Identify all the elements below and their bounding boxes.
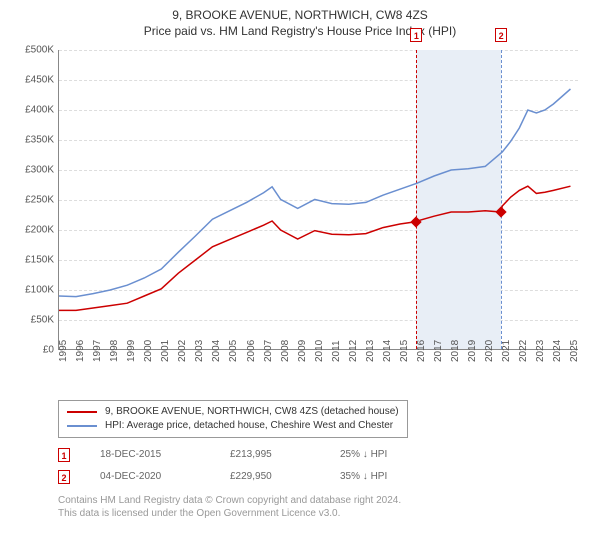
sale-marker-1: 1: [410, 28, 422, 42]
y-axis-label: £100K: [12, 285, 54, 296]
y-axis-label: £150K: [12, 255, 54, 266]
footer-line-2: This data is licensed under the Open Gov…: [58, 507, 588, 520]
sales-table: 118-DEC-2015£213,99525% ↓ HPI204-DEC-202…: [58, 444, 588, 488]
y-axis-label: £0: [12, 345, 54, 356]
y-axis-label: £50K: [12, 315, 54, 326]
legend: 9, BROOKE AVENUE, NORTHWICH, CW8 4ZS (de…: [58, 400, 408, 438]
y-axis-label: £350K: [12, 135, 54, 146]
legend-item: HPI: Average price, detached house, Ches…: [67, 419, 399, 433]
footer-line-1: Contains HM Land Registry data © Crown c…: [58, 494, 588, 507]
sale-row: 118-DEC-2015£213,99525% ↓ HPI: [58, 444, 588, 466]
sale-row: 204-DEC-2020£229,95035% ↓ HPI: [58, 466, 588, 488]
y-axis-label: £450K: [12, 75, 54, 86]
y-axis-label: £250K: [12, 195, 54, 206]
sale-marker-2: 2: [495, 28, 507, 42]
legend-item: 9, BROOKE AVENUE, NORTHWICH, CW8 4ZS (de…: [67, 405, 399, 419]
plot-region: 12: [58, 50, 578, 350]
y-axis-label: £300K: [12, 165, 54, 176]
chart-area: £0 £50K £100K £150K £200K £250K £300K £350K £400…: [12, 46, 588, 396]
y-axis-label: £400K: [12, 105, 54, 116]
x-axis-label: 2025: [569, 340, 600, 362]
chart-container: 9, BROOKE AVENUE, NORTHWICH, CW8 4ZS Pri…: [0, 0, 600, 528]
y-axis-label: £500K: [12, 45, 54, 56]
line-chart-svg: [59, 50, 578, 349]
footer-attribution: Contains HM Land Registry data © Crown c…: [58, 494, 588, 520]
y-axis-label: £200K: [12, 225, 54, 236]
chart-title: 9, BROOKE AVENUE, NORTHWICH, CW8 4ZS: [12, 8, 588, 22]
